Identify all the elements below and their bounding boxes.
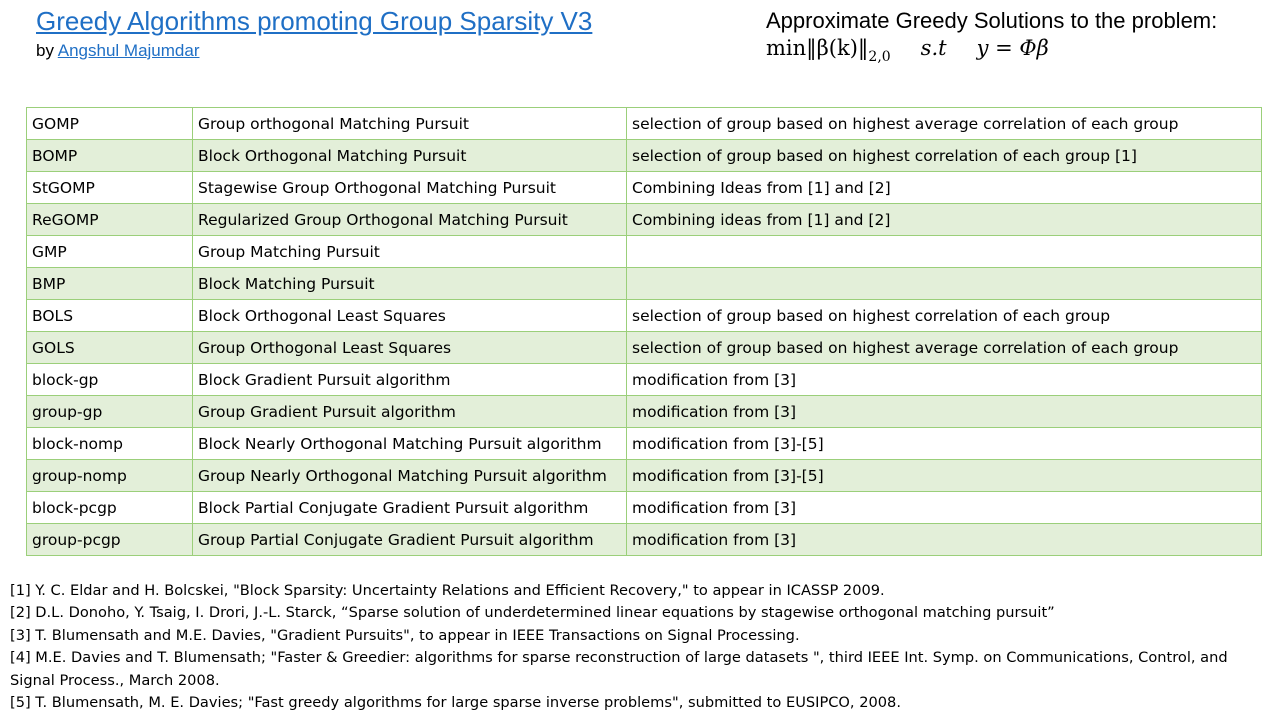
algorithm-name: Group Partial Conjugate Gradient Pursuit… (192, 523, 627, 556)
algorithm-name: Group Orthogonal Least Squares (192, 331, 627, 364)
algorithm-note: modification from [3] (626, 363, 1262, 396)
reference-item: [1] Y. C. Eldar and H. Bolcskei, "Block … (10, 582, 885, 599)
algorithm-note: selection of group based on highest aver… (626, 107, 1262, 140)
reference-item: [2] D.L. Donoho, Y. Tsaig, I. Drori, J.-… (10, 604, 1055, 622)
algorithm-abbreviation: GOMP (26, 107, 193, 140)
algorithm-name: Block Partial Conjugate Gradient Pursuit… (192, 491, 627, 524)
algorithm-abbreviation: BMP (26, 267, 193, 300)
algorithm-note: modification from [3] (626, 395, 1262, 428)
algorithm-note: modification from [3]-[5] (626, 459, 1262, 492)
algorithm-abbreviation: GOLS (26, 331, 193, 364)
objective-formula: min‖β(k)‖2,0 s.t y = Φβ (766, 36, 1049, 65)
algorithm-name: Group Matching Pursuit (192, 235, 627, 268)
algorithm-name: Block Matching Pursuit (192, 267, 627, 300)
algorithm-note: selection of group based on highest corr… (626, 139, 1262, 172)
algorithm-name: Group Nearly Orthogonal Matching Pursuit… (192, 459, 627, 492)
algorithm-abbreviation: group-gp (26, 395, 193, 428)
table-row: block-nomp Block Nearly Orthogonal Matchi… (26, 427, 1262, 460)
reference-item: [3] T. Blumensath and M.E. Davies, "Grad… (10, 626, 800, 644)
algorithm-name: Block Orthogonal Least Squares (192, 299, 627, 332)
algorithm-name: Regularized Group Orthogonal Matching Pu… (192, 203, 627, 236)
algorithm-note: modification from [3]-[5] (626, 427, 1262, 460)
algorithm-name: Block Orthogonal Matching Pursuit (192, 139, 627, 172)
algorithm-abbreviation: block-gp (26, 363, 193, 396)
algorithm-note (626, 235, 1262, 268)
algorithm-abbreviation: BOMP (26, 139, 193, 172)
algorithm-abbreviation: block-nomp (26, 427, 193, 460)
algorithm-abbreviation: group-pcgp (26, 523, 193, 556)
table-row: block-pcgp Block Partial Conjugate Gradie… (26, 491, 1262, 524)
references: [1] Y. C. Eldar and H. Bolcskei, "Block … (10, 580, 1272, 714)
algorithms-table: GOMP Group orthogonal Matching Pursuit sel… (26, 107, 1262, 556)
algorithm-abbreviation: block-pcgp (26, 491, 193, 524)
algorithm-abbreviation: BOLS (26, 299, 193, 332)
algorithm-abbreviation: GMP (26, 235, 193, 268)
algorithm-name: Block Nearly Orthogonal Matching Pursuit… (192, 427, 627, 460)
algorithm-note: modification from [3] (626, 523, 1262, 556)
algorithm-abbreviation: group-nomp (26, 459, 193, 492)
algorithm-abbreviation: ReGOMP (26, 203, 193, 236)
algorithm-note: Combining ideas from [1] and [2] (626, 203, 1262, 236)
table-row: group-nomp Group Nearly Orthogonal Matchi… (26, 459, 1262, 492)
algorithm-note (626, 267, 1262, 300)
formula-such-that: s.t (920, 36, 947, 60)
formula-norm-subscript: 2,0 (868, 49, 891, 65)
table-row: group-gp Group Gradient Pursuit algorithm… (26, 395, 1262, 428)
reference-item: [5] T. Blumensath, M. E. Davies; "Fast g… (10, 694, 901, 712)
table-row: ReGOMP Regularized Group Orthogonal Match… (26, 203, 1262, 236)
table-row: GOLS Group Orthogonal Least Squares select… (26, 331, 1262, 364)
problem-heading: Approximate Greedy Solutions to the prob… (766, 8, 1218, 33)
table-row: BMP Block Matching Pursuit (26, 267, 1262, 300)
formula-objective: min‖β(k)‖ (766, 36, 869, 60)
table-row: GOMP Group orthogonal Matching Pursuit sel… (26, 107, 1262, 140)
table-row: StGOMP Stagewise Group Orthogonal Matchin… (26, 171, 1262, 204)
algorithm-note: selection of group based on highest aver… (626, 331, 1262, 364)
algorithm-abbreviation: StGOMP (26, 171, 193, 204)
table-row: BOLS Block Orthogonal Least Squares select… (26, 299, 1262, 332)
table-row: BOMP Block Orthogonal Matching Pursuit sel… (26, 139, 1262, 172)
algorithm-note: Combining Ideas from [1] and [2] (626, 171, 1262, 204)
author-link[interactable]: Angshul Majumdar (57, 41, 200, 60)
table-row: group-pcgp Group Partial Conjugate Gradie… (26, 523, 1262, 556)
byline-prefix: by (36, 41, 58, 60)
algorithm-name: Stagewise Group Orthogonal Matching Purs… (192, 171, 627, 204)
algorithm-note: modification from [3] (626, 491, 1262, 524)
reference-item: [4] M.E. Davies and T. Blumensath; "Fast… (10, 649, 1228, 689)
algorithm-note: selection of group based on highest corr… (626, 299, 1262, 332)
algorithm-name: Block Gradient Pursuit algorithm (192, 363, 627, 396)
algorithm-name: Group orthogonal Matching Pursuit (192, 107, 627, 140)
table-row: block-gp Block Gradient Pursuit algorithm… (26, 363, 1262, 396)
page-title-link[interactable]: Greedy Algorithms promoting Group Sparsi… (36, 6, 593, 36)
byline: by Angshul Majumdar (36, 41, 200, 61)
table-row: GMP Group Matching Pursuit (26, 235, 1262, 268)
algorithm-name: Group Gradient Pursuit algorithm (192, 395, 627, 428)
formula-constraint: y = Φβ (976, 36, 1049, 60)
